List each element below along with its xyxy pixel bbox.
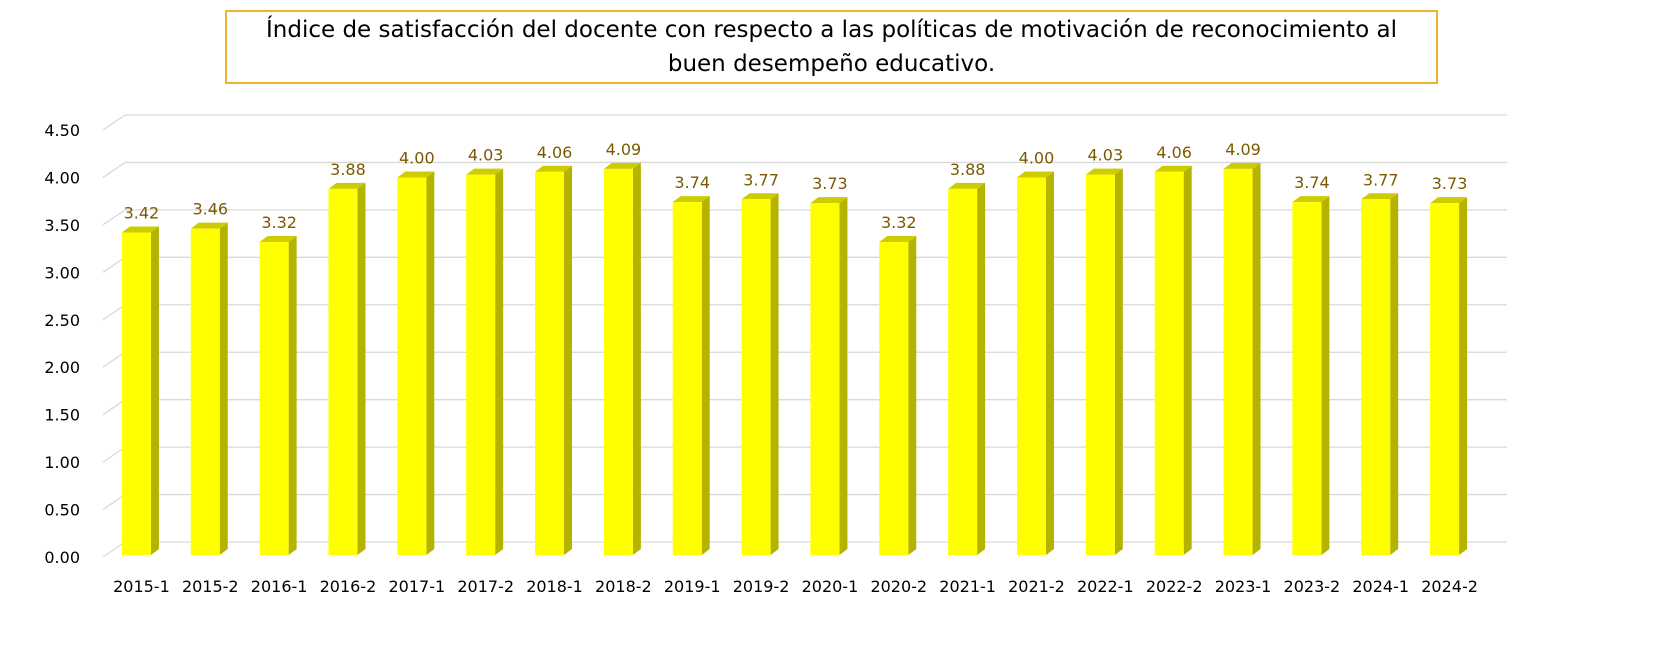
bar <box>190 222 228 555</box>
bar <box>466 168 504 555</box>
data-labels: 3.42 3.46 3.32 3.88 4.00 4.03 4.06 4.09 3.74 3.77… <box>124 140 1468 232</box>
bar <box>1292 196 1330 556</box>
y-tick-label: 3.50 <box>44 216 80 235</box>
x-tick-label: 2023-1 <box>1215 577 1272 596</box>
data-label: 3.32 <box>261 213 297 232</box>
data-label: 4.03 <box>1088 146 1124 165</box>
y-tick-label: 0.50 <box>44 501 80 520</box>
data-label: 3.77 <box>1363 170 1399 189</box>
bar <box>1154 165 1192 556</box>
x-tick-label: 2019-1 <box>664 577 721 596</box>
bar <box>259 235 297 556</box>
data-label: 4.00 <box>1019 148 1055 167</box>
bar <box>1085 168 1123 555</box>
x-tick-label: 2017-1 <box>388 577 445 596</box>
x-tick-label: 2024-1 <box>1352 577 1409 596</box>
x-tick-label: 2018-2 <box>595 577 652 596</box>
data-label: 3.73 <box>812 174 848 193</box>
x-tick-label: 2015-1 <box>113 577 170 596</box>
bar <box>672 196 710 556</box>
x-tick-label: 2021-1 <box>939 577 996 596</box>
bar <box>948 182 986 555</box>
x-tick-label: 2020-2 <box>870 577 927 596</box>
x-tick-label: 2018-1 <box>526 577 583 596</box>
data-label: 3.74 <box>674 173 710 192</box>
y-tick-label: 1.50 <box>44 406 80 425</box>
y-tick-label: 4.50 <box>44 121 80 140</box>
gridline <box>102 114 1507 131</box>
x-tick-label: 2017-2 <box>457 577 514 596</box>
y-tick-label: 0.00 <box>44 548 80 567</box>
data-label: 3.42 <box>124 203 160 222</box>
y-axis-ticks: 0.00 0.50 1.00 1.50 2.00 2.50 3.00 3.50 4.00 4.50 <box>44 121 80 567</box>
bar <box>121 226 159 556</box>
x-tick-label: 2019-2 <box>733 577 790 596</box>
bar <box>741 193 779 555</box>
data-label: 3.88 <box>330 160 366 179</box>
y-tick-label: 4.00 <box>44 168 80 187</box>
data-label: 3.77 <box>743 170 779 189</box>
x-tick-label: 2024-2 <box>1421 577 1478 596</box>
bar <box>1361 193 1399 555</box>
data-label: 3.88 <box>950 160 986 179</box>
data-label: 3.73 <box>1432 174 1468 193</box>
data-label: 4.06 <box>537 143 573 162</box>
bar <box>1223 162 1261 555</box>
x-tick-label: 2022-2 <box>1146 577 1203 596</box>
y-tick-label: 1.00 <box>44 453 80 472</box>
data-label: 4.06 <box>1156 143 1192 162</box>
x-tick-label: 2016-1 <box>251 577 308 596</box>
data-label: 4.00 <box>399 148 435 167</box>
x-axis-ticks: 2015-1 2015-2 2016-1 2016-2 2017-1 2017-2 2018… <box>113 577 1478 596</box>
bar <box>328 182 366 555</box>
y-tick-label: 2.50 <box>44 311 80 330</box>
x-tick-label: 2015-2 <box>182 577 239 596</box>
data-label: 3.74 <box>1294 173 1330 192</box>
x-tick-label: 2021-2 <box>1008 577 1065 596</box>
bar <box>810 197 848 555</box>
bar <box>535 165 573 556</box>
data-label: 3.32 <box>881 213 917 232</box>
gridline <box>102 161 1507 178</box>
y-tick-label: 3.00 <box>44 263 80 282</box>
x-tick-label: 2016-2 <box>320 577 377 596</box>
bar <box>397 171 435 555</box>
data-label: 3.46 <box>192 200 228 219</box>
bar <box>1016 171 1054 555</box>
chart-title: Índice de satisfacción del docente con r… <box>225 10 1438 84</box>
bar <box>879 235 917 556</box>
bars <box>121 162 1468 556</box>
y-tick-label: 2.00 <box>44 358 80 377</box>
data-label: 4.09 <box>606 140 642 159</box>
x-tick-label: 2023-2 <box>1284 577 1341 596</box>
data-label: 4.09 <box>1225 140 1261 159</box>
bar <box>603 162 641 555</box>
x-tick-label: 2022-1 <box>1077 577 1134 596</box>
bar <box>1430 197 1468 555</box>
x-tick-label: 2020-1 <box>802 577 859 596</box>
data-label: 4.03 <box>468 146 504 165</box>
